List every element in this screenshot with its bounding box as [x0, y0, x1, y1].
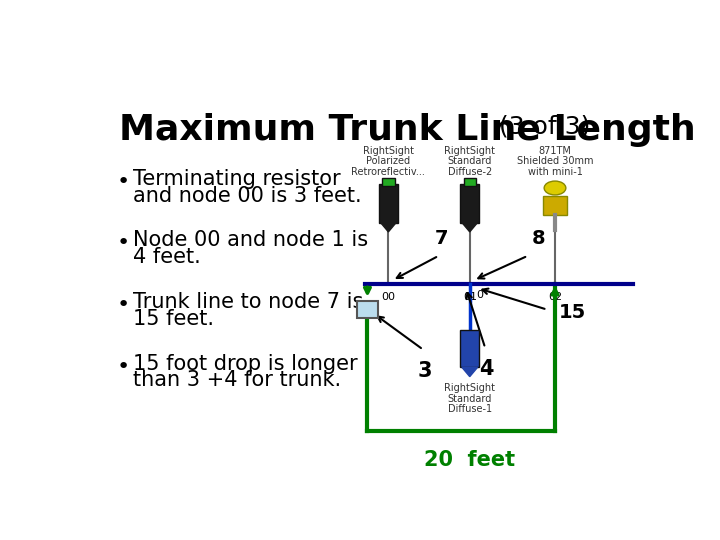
Text: Trunk line to node 7 is: Trunk line to node 7 is — [132, 292, 363, 312]
Ellipse shape — [544, 181, 566, 195]
Bar — [461, 330, 479, 367]
Text: 871TM: 871TM — [539, 146, 572, 156]
Bar — [379, 184, 397, 222]
Text: Maximum Trunk Line Length: Maximum Trunk Line Length — [120, 112, 696, 146]
Text: and node 00 is 3 feet.: and node 00 is 3 feet. — [132, 186, 361, 206]
Text: 02: 02 — [548, 292, 562, 302]
Text: Diffuse-1: Diffuse-1 — [448, 404, 492, 414]
Text: 7: 7 — [434, 229, 448, 248]
Text: 15 foot drop is longer: 15 foot drop is longer — [132, 354, 357, 374]
Bar — [356, 301, 378, 318]
Text: •: • — [117, 295, 130, 315]
Text: 8: 8 — [532, 229, 545, 248]
Polygon shape — [381, 222, 396, 232]
Text: than 3 +4 for trunk.: than 3 +4 for trunk. — [132, 370, 341, 390]
Text: Node 00 and node 1 is: Node 00 and node 1 is — [132, 231, 368, 251]
Text: •: • — [117, 233, 130, 253]
Text: RightSight: RightSight — [444, 383, 495, 393]
Bar — [382, 178, 395, 186]
Polygon shape — [462, 367, 477, 377]
Bar — [461, 184, 479, 222]
Text: 0: 0 — [476, 291, 483, 300]
Bar — [543, 195, 567, 215]
Text: Standard: Standard — [448, 157, 492, 166]
Polygon shape — [462, 222, 477, 232]
Text: •: • — [117, 356, 130, 376]
Text: RightSight: RightSight — [444, 146, 495, 156]
Text: 15: 15 — [559, 303, 586, 322]
Text: •: • — [117, 172, 130, 192]
Text: 4 feet.: 4 feet. — [132, 247, 200, 267]
Text: Standard: Standard — [448, 394, 492, 403]
Text: 00: 00 — [382, 292, 395, 302]
Text: Retroreflectiv...: Retroreflectiv... — [351, 167, 426, 177]
Text: (3 of 3): (3 of 3) — [499, 115, 590, 139]
Text: Shielded 30mm: Shielded 30mm — [517, 157, 593, 166]
Text: 4: 4 — [480, 359, 494, 379]
Text: Diffuse-2: Diffuse-2 — [448, 167, 492, 177]
Text: Polarized: Polarized — [366, 157, 410, 166]
Text: RightSight: RightSight — [363, 146, 414, 156]
Text: with mini-1: with mini-1 — [528, 167, 582, 177]
Text: 20  feet: 20 feet — [424, 450, 516, 470]
Text: Terminating resistor: Terminating resistor — [132, 168, 341, 189]
Text: 15 feet.: 15 feet. — [132, 309, 214, 329]
Text: 3: 3 — [418, 361, 432, 381]
Bar — [464, 178, 476, 186]
Text: 01: 01 — [463, 292, 477, 302]
